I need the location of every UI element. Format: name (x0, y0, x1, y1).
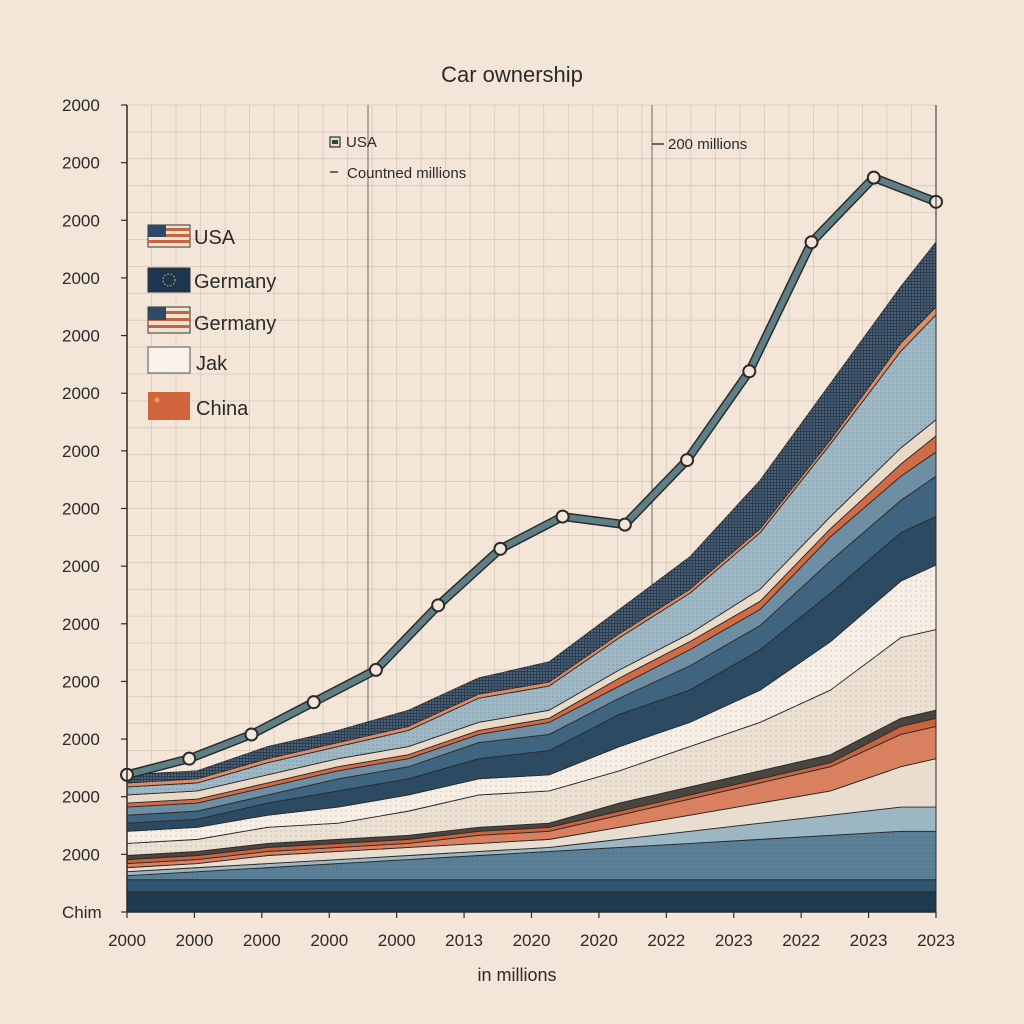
line-point (306, 695, 321, 710)
legend-label-usa: USA (194, 227, 236, 249)
y-tick-labels: 2000 2000 2000 2000 2000 2000 2000 2000 2000 2000… (62, 96, 102, 922)
area-series-texture-17 (127, 242, 936, 783)
usa-marker-fill (332, 140, 338, 144)
ownership-line-series (120, 170, 943, 782)
axes (121, 104, 937, 918)
y-tick-label: 2000 (62, 672, 100, 691)
area-series-1 (126, 879, 937, 893)
x-tick-label: 2000 (378, 931, 416, 950)
line-point (804, 235, 819, 250)
x-tick-label: 2023 (715, 931, 753, 950)
legend-item: Germany (147, 306, 276, 335)
china-flag-icon (148, 392, 190, 420)
y-tick-label: 2000 (62, 845, 100, 864)
eu-flag-icon (147, 267, 191, 293)
y-tick-label: 2000 (62, 96, 100, 115)
area-series-group (126, 241, 937, 913)
top-annotations: USA Countned millions 200 millions (329, 134, 747, 182)
legend-label-germany: Germany (194, 271, 276, 293)
area-series-texture-15 (127, 314, 936, 795)
legend-item: China (148, 392, 249, 420)
line-point (866, 170, 881, 185)
legend-label-china: China (196, 398, 249, 420)
x-tick-label: 2013 (445, 931, 483, 950)
area-series-texture-8 (127, 629, 936, 856)
us-flag-icon (147, 224, 191, 248)
x-tick-label: 2023 (917, 931, 955, 950)
y-tick-label: 2000 (62, 557, 100, 576)
area-series-0 (126, 891, 937, 913)
x-tick-label: 2000 (310, 931, 348, 950)
x-tick-label: 2000 (176, 931, 214, 950)
line-point (680, 453, 695, 468)
x-tick-label: 2022 (647, 931, 685, 950)
line-point (244, 727, 259, 742)
y-tick-label: 2000 (62, 154, 100, 173)
legend-item: Jak (147, 346, 228, 375)
x-tick-label: 2020 (513, 931, 551, 950)
x-tick-label: 2022 (782, 931, 820, 950)
x-tick-label: 2023 (850, 931, 888, 950)
annotation-usa: USA (346, 134, 377, 151)
legend-label-germany-2: Germany (194, 313, 276, 335)
y-tick-label: 2000 (62, 211, 100, 230)
line-point (182, 751, 197, 766)
x-axis-label: in millions (477, 965, 556, 985)
x-tick-label: 2000 (108, 931, 146, 950)
x-tick-labels: 2000 2000 2000 2000 2000 2013 2020 2020 2022 2023… (108, 931, 955, 950)
y-tick-label: Chim (62, 903, 102, 922)
x-tick-label: 2000 (243, 931, 281, 950)
legend-item: Germany (147, 267, 276, 293)
y-tick-label: 2000 (62, 384, 100, 403)
chart-title: Car ownership (441, 62, 583, 87)
y-tick-label: 2000 (62, 442, 100, 461)
line-series-path (124, 174, 939, 778)
us-flag-icon (147, 306, 191, 334)
line-point (617, 517, 632, 532)
annotation-200-millions: 200 millions (668, 136, 747, 153)
y-tick-label: 2000 (62, 730, 100, 749)
y-tick-label: 2000 (62, 500, 100, 519)
x-tick-label: 2020 (580, 931, 618, 950)
line-point (493, 541, 508, 556)
annotation-counted-millions: Countned millions (347, 165, 466, 182)
y-tick-label: 2000 (62, 788, 100, 807)
y-tick-label: 2000 (62, 327, 100, 346)
area-series-texture-9 (127, 564, 936, 844)
area-series-texture-2 (127, 831, 936, 880)
line-point (742, 364, 757, 379)
line-point (431, 598, 446, 613)
line-point (555, 509, 570, 524)
y-tick-label: 2000 (62, 269, 100, 288)
y-tick-label: 2000 (62, 615, 100, 634)
legend-label-jak: Jak (196, 353, 228, 375)
blank-swatch-icon (147, 346, 191, 374)
legend-item: USA (147, 224, 236, 249)
line-point (368, 662, 383, 677)
legend: USA Germany Germany (147, 224, 276, 420)
